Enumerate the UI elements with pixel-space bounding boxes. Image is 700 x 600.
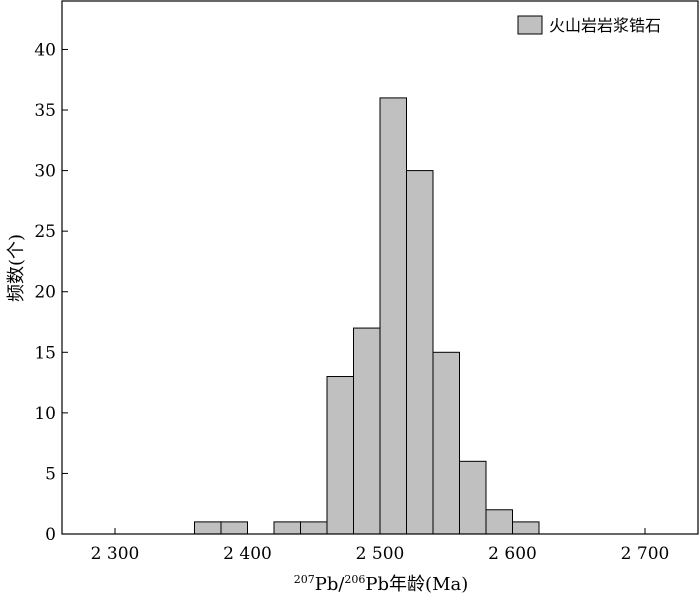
y-tick-label: 5 xyxy=(45,464,56,484)
histogram-bar xyxy=(300,521,328,535)
y-tick-label: 15 xyxy=(34,343,56,363)
histogram-bar xyxy=(220,521,248,535)
y-tick-label: 20 xyxy=(34,283,56,303)
x-tick-label: 2 300 xyxy=(91,544,140,564)
y-tick-label: 25 xyxy=(34,222,56,242)
x-axis-label: 207Pb/206Pb年龄(Ma) xyxy=(294,573,469,595)
histogram-bar xyxy=(459,460,487,535)
y-tick-label: 10 xyxy=(34,404,56,424)
x-tick-label: 2 700 xyxy=(621,544,670,564)
x-axis-label-pb2: Pb年龄(Ma) xyxy=(365,574,468,595)
histogram-bar xyxy=(379,97,407,535)
y-tick-label: 35 xyxy=(34,101,56,121)
histogram-bar xyxy=(326,376,354,535)
x-axis-label-sup-206: 206 xyxy=(344,573,365,586)
histogram-bar xyxy=(406,170,434,535)
histogram-bar xyxy=(512,521,540,535)
histogram-bar xyxy=(485,509,513,535)
legend-label: 火山岩岩浆锆石 xyxy=(549,16,661,35)
y-tick-label: 0 xyxy=(45,525,56,545)
x-tick-label: 2 400 xyxy=(223,544,272,564)
histogram-bar xyxy=(273,521,301,535)
y-axis-label: 频数(个) xyxy=(6,234,27,302)
x-axis-ticks: 2 300 2 400 2 500 2 600 2 700 xyxy=(91,528,670,564)
x-axis-label-pb1: Pb/ xyxy=(315,574,346,595)
x-tick-label: 2 600 xyxy=(488,544,537,564)
histogram-bar xyxy=(194,521,222,535)
y-tick-label: 30 xyxy=(34,162,56,182)
x-axis-label-sup-207: 207 xyxy=(294,573,315,586)
x-tick-label: 2 500 xyxy=(356,544,405,564)
histogram-bar xyxy=(432,351,460,535)
y-tick-label: 40 xyxy=(34,40,56,60)
y-axis-ticks: 0 5 10 15 20 25 30 35 40 xyxy=(34,40,68,545)
histogram-bar xyxy=(353,327,381,535)
legend: 火山岩岩浆锆石 xyxy=(517,15,661,35)
legend-swatch xyxy=(517,15,543,35)
bars-group xyxy=(194,97,540,535)
